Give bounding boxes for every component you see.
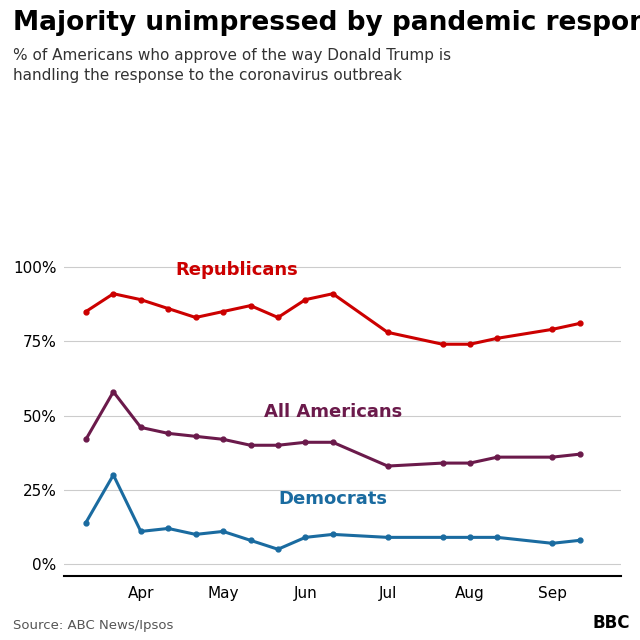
Text: Source: ABC News/Ipsos: Source: ABC News/Ipsos — [13, 620, 173, 632]
Text: BBC: BBC — [593, 614, 630, 632]
Text: Democrats: Democrats — [278, 490, 387, 508]
Text: Republicans: Republicans — [175, 261, 298, 279]
Text: All Americans: All Americans — [264, 403, 402, 422]
Text: % of Americans who approve of the way Donald Trump is
handling the response to t: % of Americans who approve of the way Do… — [13, 48, 451, 83]
Text: Majority unimpressed by pandemic response: Majority unimpressed by pandemic respons… — [13, 10, 640, 36]
